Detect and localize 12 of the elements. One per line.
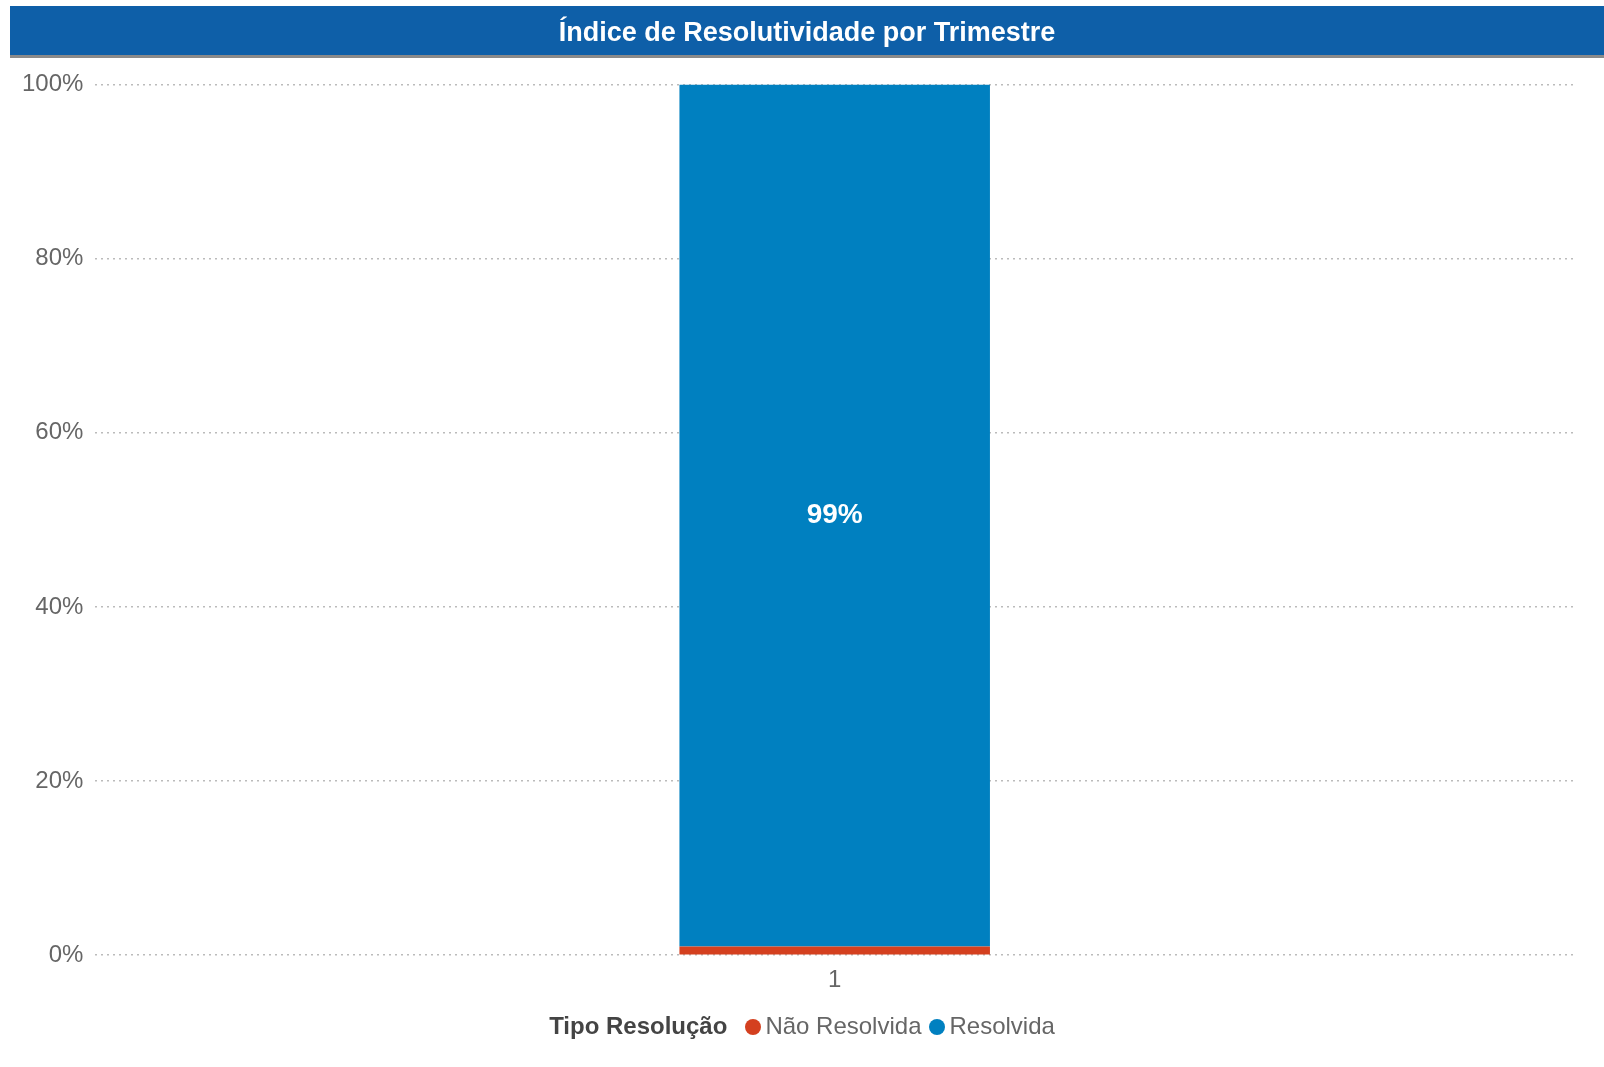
- legend-label: Resolvida: [949, 1012, 1055, 1039]
- y-tick-label: 40%: [35, 591, 84, 619]
- chart-title: Índice de Resolutividade por Trimestre: [10, 6, 1604, 58]
- legend-label: Não Resolvida: [765, 1012, 922, 1039]
- x-tick-label: 1: [828, 965, 842, 993]
- data-label: 99%: [806, 498, 863, 530]
- y-tick-label: 100%: [21, 69, 84, 97]
- y-tick-label: 0%: [48, 939, 84, 967]
- y-tick-label: 20%: [35, 765, 84, 793]
- legend-title: Tipo Resolução: [549, 1012, 728, 1039]
- y-tick-label: 60%: [35, 417, 84, 445]
- y-tick-label: 80%: [35, 243, 84, 271]
